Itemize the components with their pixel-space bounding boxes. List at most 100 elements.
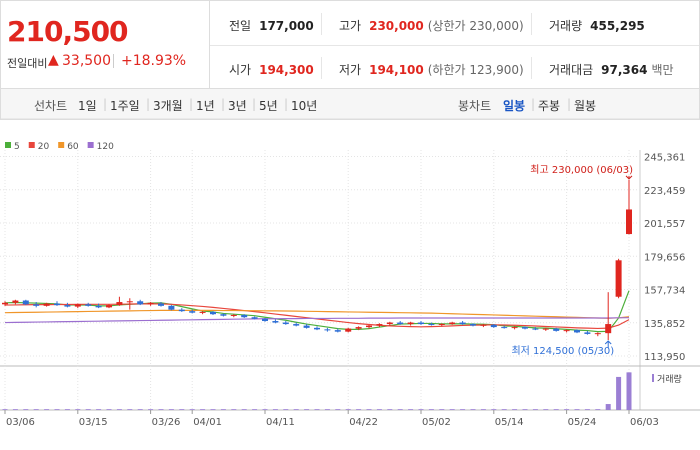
candle-body xyxy=(137,301,144,305)
period-button[interactable]: 3년 xyxy=(228,99,247,113)
stat: 거래대금 97,364 백만 xyxy=(549,61,674,78)
candle-body xyxy=(54,303,60,306)
volume-bar xyxy=(210,409,216,410)
ma-line xyxy=(4,309,630,319)
volume-bar xyxy=(220,409,226,410)
candle-body xyxy=(470,324,476,326)
y-tick-label: 135,852 xyxy=(644,319,685,330)
candle-body xyxy=(272,321,279,323)
period-button[interactable]: 월봉 xyxy=(574,99,597,113)
volume-bar xyxy=(522,409,528,410)
volume-bar xyxy=(480,409,486,410)
stat-value: 194,100 xyxy=(369,63,424,77)
sep: | xyxy=(284,97,289,111)
candle-body xyxy=(282,322,289,325)
legend-swatch xyxy=(5,142,11,148)
sep: | xyxy=(531,97,536,111)
volume-bar xyxy=(397,409,403,410)
sep: | xyxy=(252,97,257,111)
period-button[interactable]: 10년 xyxy=(291,99,318,113)
candle-body xyxy=(355,327,362,329)
annotation: 최고 230,000 (06/03) xyxy=(530,164,633,176)
volume-bar xyxy=(584,409,590,410)
legend-label: 5 xyxy=(14,142,20,152)
x-tick-label: 03/26 xyxy=(152,417,181,428)
volume-bar xyxy=(574,409,580,410)
candle-body xyxy=(449,322,456,325)
candle-body xyxy=(345,328,352,332)
candle-body xyxy=(158,303,164,306)
sep: | xyxy=(221,97,226,111)
period-button[interactable]: 1주일 xyxy=(110,99,140,113)
volume-bar xyxy=(158,409,164,410)
sep xyxy=(113,54,114,68)
candle-body xyxy=(22,300,29,305)
candle-body xyxy=(366,325,372,328)
volume-bar xyxy=(262,409,268,410)
candle-body xyxy=(386,322,393,325)
x-tick-label: 04/22 xyxy=(349,417,378,428)
stat-note: 백만 xyxy=(651,63,674,77)
volume-bar xyxy=(168,409,174,410)
candle-body xyxy=(334,330,341,332)
volume-bar xyxy=(64,409,70,410)
volume-bar xyxy=(501,409,507,410)
volume-bar xyxy=(345,409,351,410)
volume-bar xyxy=(12,409,18,410)
period-button[interactable]: 일봉 xyxy=(503,99,526,113)
volume-bar xyxy=(616,376,622,410)
volume-bar xyxy=(200,409,206,410)
x-tick-label: 05/14 xyxy=(495,417,524,428)
candle-body xyxy=(116,302,123,306)
candle-body xyxy=(199,311,206,313)
volume-bar xyxy=(595,409,601,410)
period-button[interactable]: 1년 xyxy=(196,99,215,113)
volume-bar xyxy=(252,409,258,410)
toolbar: 선차트 1일 1주일 | 3개월 | 1년 | 3년 | 5년 | 10년 | 봉차트 일봉 주봉 | 월봉 | xyxy=(0,88,700,120)
candle-body xyxy=(314,327,320,330)
volume-bar xyxy=(324,409,330,410)
volume-bar xyxy=(532,409,538,410)
volume-bar xyxy=(293,409,299,410)
x-tick-label: 04/01 xyxy=(193,417,222,428)
period-button[interactable]: 주봉 xyxy=(538,99,561,113)
volume-bar xyxy=(23,409,29,410)
period-button[interactable]: 1일 xyxy=(78,99,97,113)
candle-body xyxy=(126,301,133,303)
volume-bar xyxy=(366,409,372,410)
header: 210,500 전일대비 ▲ 33,500 +18.93% 전일 177,000 고… xyxy=(0,0,700,89)
y-tick-label: 157,734 xyxy=(644,286,685,297)
volume-bar xyxy=(106,409,112,410)
period-button[interactable]: 3개월 xyxy=(153,99,183,113)
candle-body xyxy=(626,209,632,235)
candle-body xyxy=(553,328,560,331)
candle-body xyxy=(241,314,248,318)
candle-body xyxy=(85,304,92,306)
volume-bar xyxy=(387,409,393,410)
volume-bar xyxy=(116,409,122,410)
volume-bar xyxy=(314,409,320,410)
candle-body xyxy=(584,332,591,334)
candle-body xyxy=(615,260,622,297)
volume-bar xyxy=(127,409,133,410)
divider xyxy=(321,13,322,35)
volume-bar xyxy=(470,409,476,410)
candle-body xyxy=(33,304,40,306)
candle-body xyxy=(178,309,185,312)
ma-line xyxy=(4,317,630,324)
legend-label: 60 xyxy=(67,142,79,152)
volume-bar xyxy=(283,409,289,410)
volume-bar xyxy=(75,409,81,410)
period-button[interactable]: 5년 xyxy=(259,99,278,113)
legend-label: 20 xyxy=(38,142,50,152)
volume-bar xyxy=(564,409,570,410)
candle-body xyxy=(542,328,549,330)
x-tick-label: 05/02 xyxy=(422,417,451,428)
volume-bar xyxy=(460,409,466,410)
sep: | xyxy=(567,97,572,111)
candle-body xyxy=(2,302,8,305)
stat-label: 저가 xyxy=(339,63,362,77)
candle-body xyxy=(438,324,445,326)
tab-label: 선차트 xyxy=(34,99,68,113)
